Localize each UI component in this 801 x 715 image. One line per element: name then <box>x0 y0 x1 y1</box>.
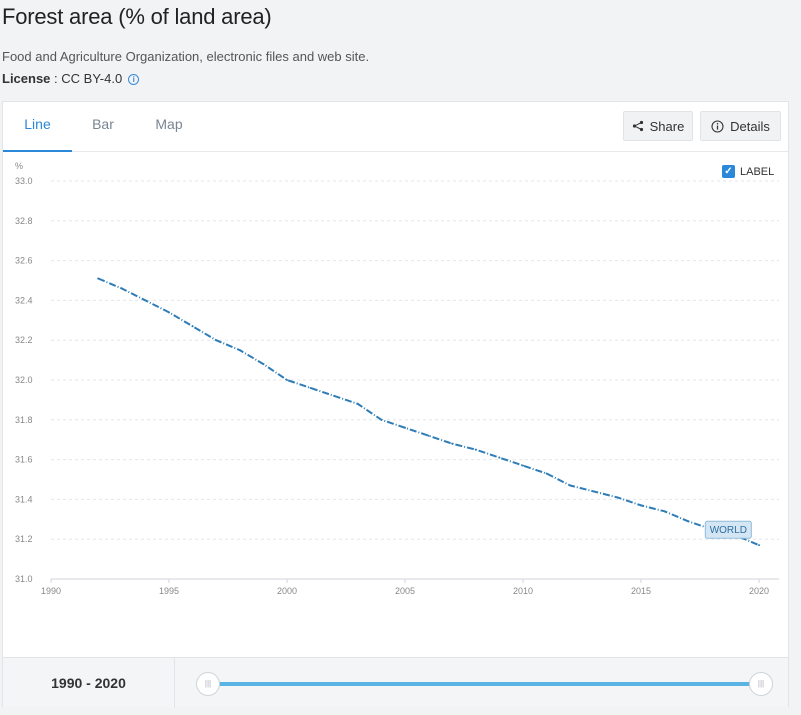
data-point <box>356 402 359 405</box>
series-end-label-text: WORLD <box>710 525 747 536</box>
x-tick-label: 2005 <box>395 586 415 596</box>
series-end-label: WORLD <box>704 520 752 539</box>
tab-bar[interactable]: Bar <box>92 116 114 132</box>
data-point <box>286 379 288 381</box>
data-point <box>616 496 619 499</box>
data-point <box>569 484 572 487</box>
range-slider-track[interactable] <box>208 682 761 686</box>
y-tick-label: 31.4 <box>15 494 33 504</box>
data-point <box>144 299 147 302</box>
details-button[interactable]: Details <box>700 111 781 141</box>
page-title: Forest area (% of land area) <box>2 4 272 29</box>
data-point <box>168 311 170 314</box>
data-point <box>451 442 454 445</box>
y-tick-label: 31.8 <box>15 415 33 425</box>
data-point <box>309 386 312 389</box>
x-tick-label: 2020 <box>749 586 769 596</box>
data-point <box>663 510 666 513</box>
data-point <box>97 277 100 280</box>
data-point <box>120 287 123 290</box>
y-tick-label: 33.0 <box>15 176 33 186</box>
source-note: Food and Agriculture Organization, elect… <box>2 49 370 64</box>
data-point <box>191 325 194 328</box>
data-point <box>238 349 241 352</box>
data-point <box>498 456 501 459</box>
share-button[interactable]: Share <box>623 111 693 141</box>
chart-tabs: Line Bar Map Share Details <box>3 102 788 152</box>
info-circle-icon <box>711 119 724 133</box>
y-tick-label: 32.6 <box>15 256 33 266</box>
details-label: Details <box>730 118 770 134</box>
label-toggle[interactable]: ✓ LABEL <box>722 165 774 178</box>
data-point <box>474 448 477 451</box>
x-tick-label: 2010 <box>513 586 533 596</box>
y-tick-label: 32.4 <box>15 295 33 305</box>
data-point <box>640 504 642 507</box>
data-point <box>262 363 265 366</box>
data-point <box>404 426 406 429</box>
data-point <box>215 339 218 342</box>
share-label: Share <box>649 118 685 134</box>
data-point <box>427 434 430 437</box>
y-tick-label: 31.0 <box>15 574 33 584</box>
range-label: 1990 - 2020 <box>3 658 175 708</box>
data-point <box>758 544 760 547</box>
time-range-footer: 1990 - 2020 ||| ||| <box>3 657 788 708</box>
label-toggle-text: LABEL <box>740 165 775 178</box>
tab-map[interactable]: Map <box>155 116 183 132</box>
tab-line[interactable]: Line <box>3 102 72 152</box>
y-tick-label: 32.0 <box>15 375 33 385</box>
y-tick-label: 31.6 <box>15 455 33 465</box>
data-point <box>687 520 690 523</box>
y-tick-label: 32.2 <box>15 335 33 345</box>
data-point <box>522 464 524 467</box>
share-icon <box>632 120 643 132</box>
series-line-world <box>97 277 760 547</box>
x-tick-label: 2015 <box>631 586 651 596</box>
chart-card: Line Bar Map Share Details 31.0 31.2 <box>2 101 789 708</box>
license-value: : CC BY-4.0 <box>50 71 123 86</box>
chart-area: 31.0 31.2 31.4 31.6 31.8 32.0 32.2 32.4 32.6 32.8… <box>3 152 788 657</box>
license-line: License : CC BY-4.0 i <box>2 71 140 86</box>
range-end-handle[interactable]: ||| <box>749 672 773 696</box>
series-end-label-box <box>704 520 752 539</box>
x-tick-label: 1990 <box>41 586 61 596</box>
data-point <box>333 394 336 397</box>
x-tick-label: 1995 <box>159 586 179 596</box>
data-point <box>380 418 383 421</box>
y-tick-label: 31.2 <box>15 534 33 544</box>
checkbox-checked-icon[interactable]: ✓ <box>722 165 735 178</box>
range-start-handle[interactable]: ||| <box>196 672 220 696</box>
x-tick-label: 2000 <box>277 586 297 596</box>
line-chart: 31.0 31.2 31.4 31.6 31.8 32.0 32.2 32.4 32.6 32.8… <box>15 161 779 596</box>
y-axis-unit-label: % <box>15 161 23 171</box>
data-point <box>592 490 595 493</box>
info-icon[interactable]: i <box>128 74 140 85</box>
data-point <box>545 472 548 475</box>
license-label: License <box>2 71 51 86</box>
y-tick-label: 32.8 <box>15 216 33 226</box>
